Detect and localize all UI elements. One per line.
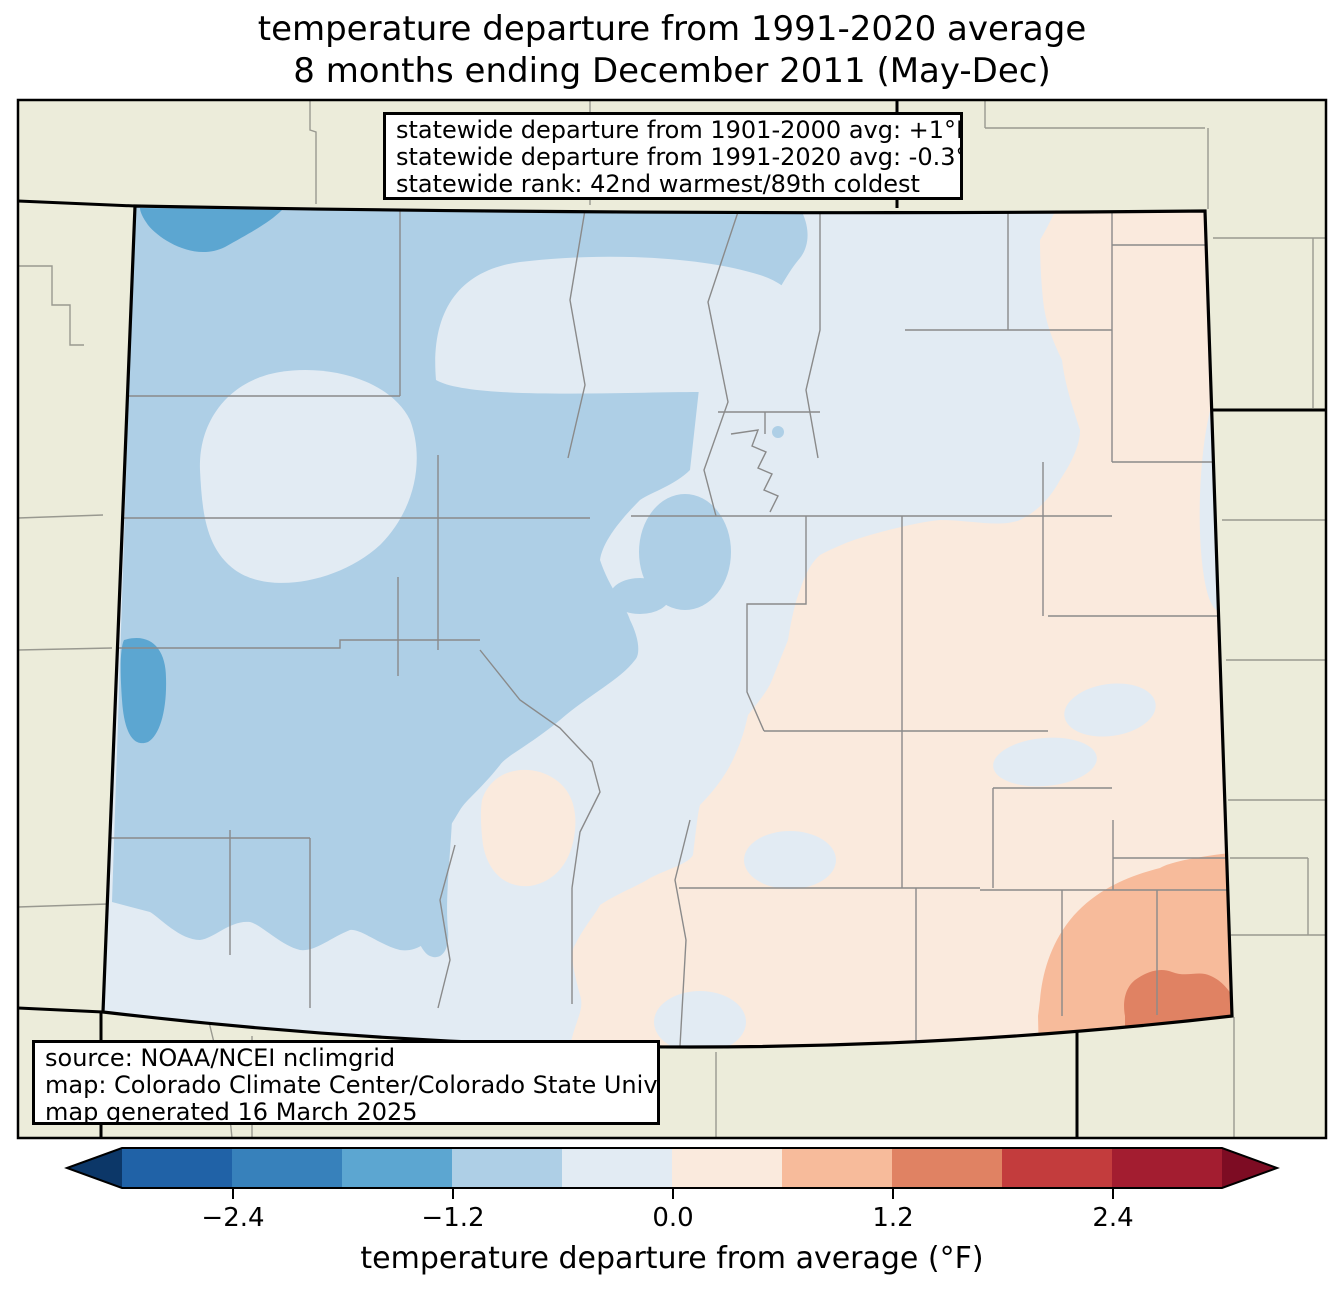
map-credit-line: map: Colorado Climate Center/Colorado St… (45, 1071, 660, 1099)
figure-title: temperature departure from 1991-2020 ave… (0, 8, 1344, 92)
colorbar-ticks (232, 1188, 1114, 1199)
state-fill (103, 206, 1232, 1048)
colorbar (64, 1147, 1280, 1199)
colorbar-tick-label: 2.4 (1092, 1203, 1134, 1233)
source-line: source: NOAA/NCEI nclimgrid (45, 1044, 396, 1072)
colorbar-axis-label: temperature departure from average (°F) (360, 1241, 984, 1276)
colorbar-tick-label: 1.2 (872, 1203, 914, 1233)
stats-line-1991-2020: statewide departure from 1991-2020 avg: … (396, 143, 963, 171)
colorbar-tick-label: −1.2 (421, 1203, 485, 1233)
colorbar-over-arrow (1222, 1148, 1277, 1188)
colorbar-outline (64, 1147, 1280, 1189)
colorbar-tick-label: 0.0 (652, 1203, 694, 1233)
figure-title-line2: 8 months ending December 2011 (May-Dec) (293, 51, 1051, 91)
colorbar-segments (122, 1148, 1222, 1188)
colorbar-tick-label: −2.4 (201, 1203, 265, 1233)
stats-box: statewide departure from 1901-2000 avg: … (383, 112, 963, 200)
colorbar-under-arrow (67, 1148, 122, 1188)
stats-line-1901-2000: statewide departure from 1901-2000 avg: … (396, 116, 963, 144)
source-box: source: NOAA/NCEI nclimgrid map: Colorad… (32, 1040, 660, 1125)
figure-title-line1: temperature departure from 1991-2020 ave… (257, 9, 1087, 49)
axes-frame (16, 98, 1328, 1140)
stats-line-rank: statewide rank: 42nd warmest/89th coldes… (396, 170, 920, 198)
county-lines (110, 208, 1232, 1047)
generated-date-line: map generated 16 March 2025 (45, 1098, 418, 1125)
